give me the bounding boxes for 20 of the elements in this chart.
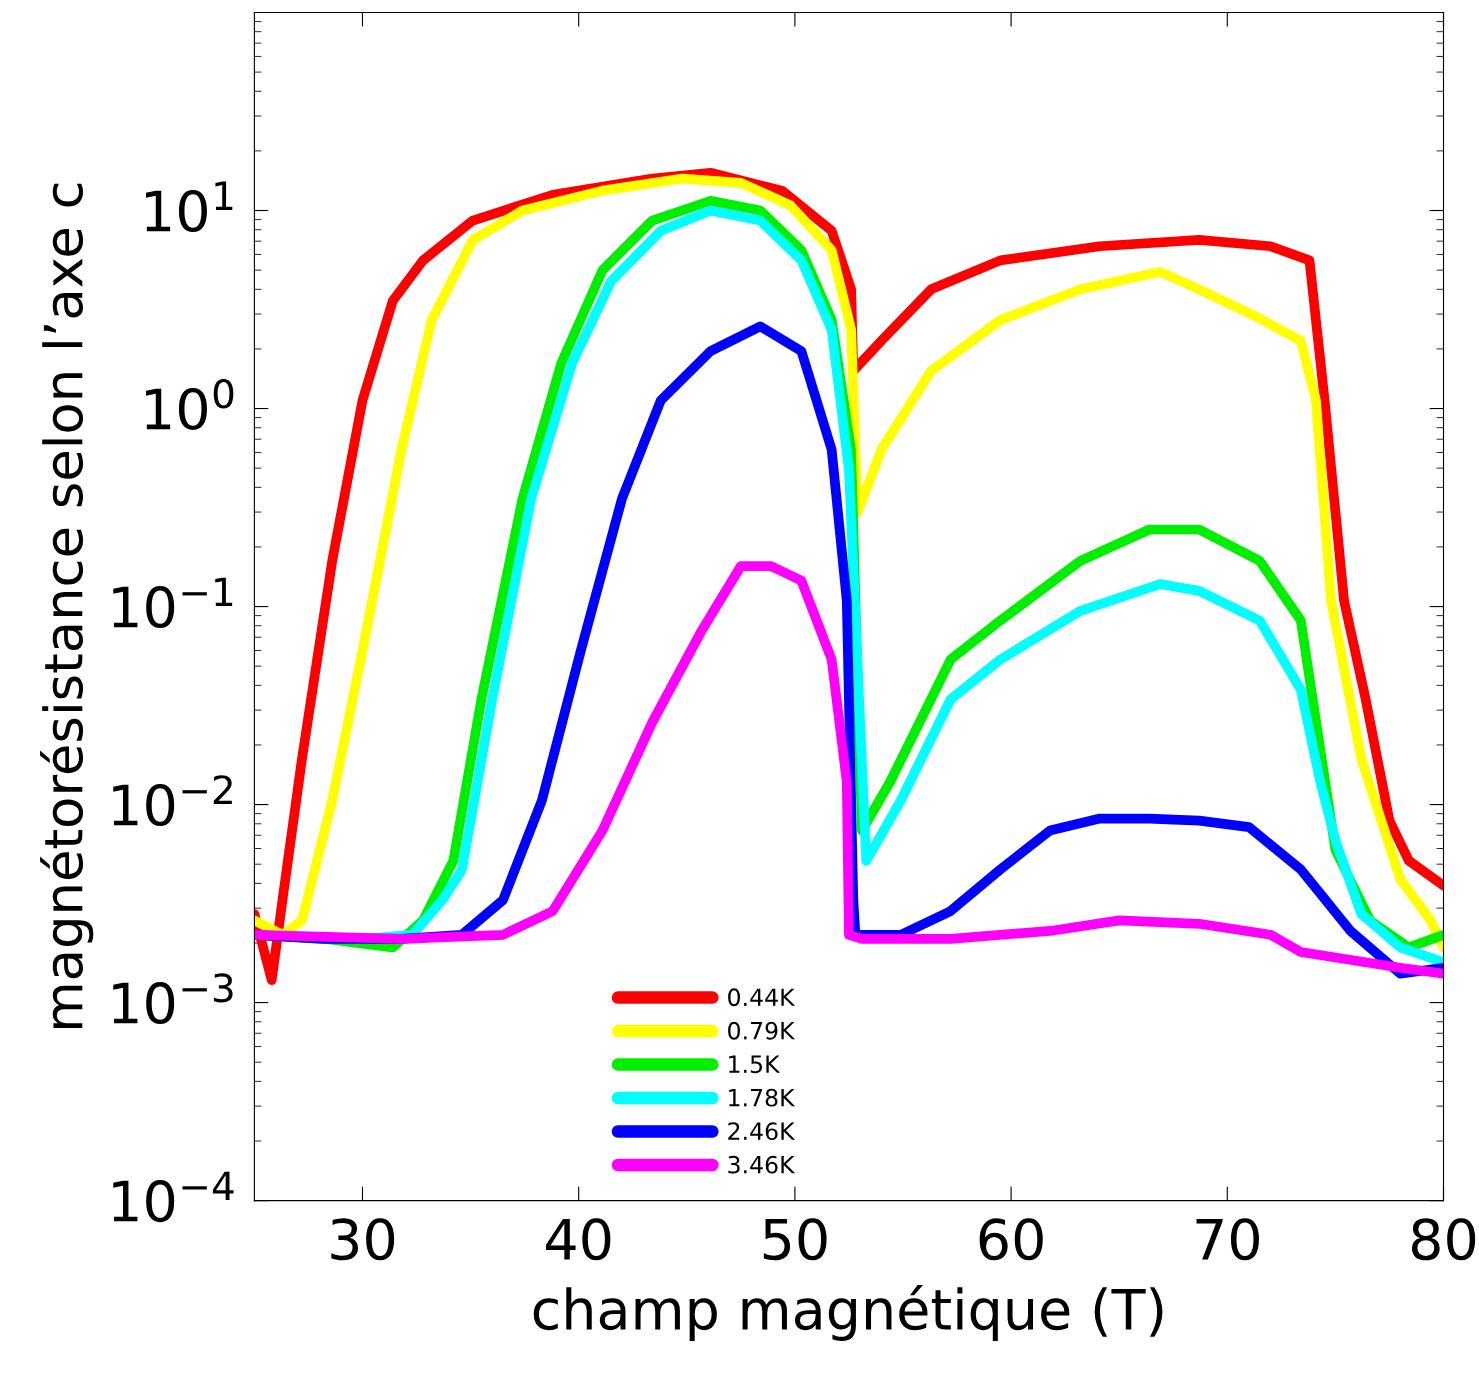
y-tick-label: 10$^{−2}$ (113, 775, 232, 827)
x-tick-label: 80 (1411, 1218, 1476, 1261)
legend-label: 1.78K (729, 1088, 796, 1107)
y-tick-label: 10$^{1}$ (146, 181, 233, 233)
legend-label: 2.46K (728, 1122, 796, 1141)
legend-label: 0.44K (728, 988, 796, 1007)
x-tick-label: 30 (331, 1218, 395, 1261)
y-tick-label: 10$^{−3}$ (113, 973, 233, 1025)
x-tick-label: 60 (979, 1218, 1043, 1261)
x-tick-label: 40 (546, 1218, 611, 1261)
legend-label: 1.5K (729, 1055, 781, 1074)
x-axis-title: champ magnétique (T) (533, 1284, 1163, 1341)
y-tick-label: 10$^{−4}$ (113, 1171, 234, 1223)
y-axis-title: magnétorésistance selon l’axe c (40, 183, 94, 1028)
x-tick-label: 50 (763, 1218, 827, 1261)
legend-label: 3.46K (728, 1155, 796, 1174)
x-tick-label: 70 (1196, 1218, 1259, 1261)
y-tick-label: 10$^{−1}$ (113, 577, 233, 629)
legend-label: 0.79K (728, 1021, 796, 1040)
y-tick-label: 10$^{0}$ (146, 379, 234, 431)
